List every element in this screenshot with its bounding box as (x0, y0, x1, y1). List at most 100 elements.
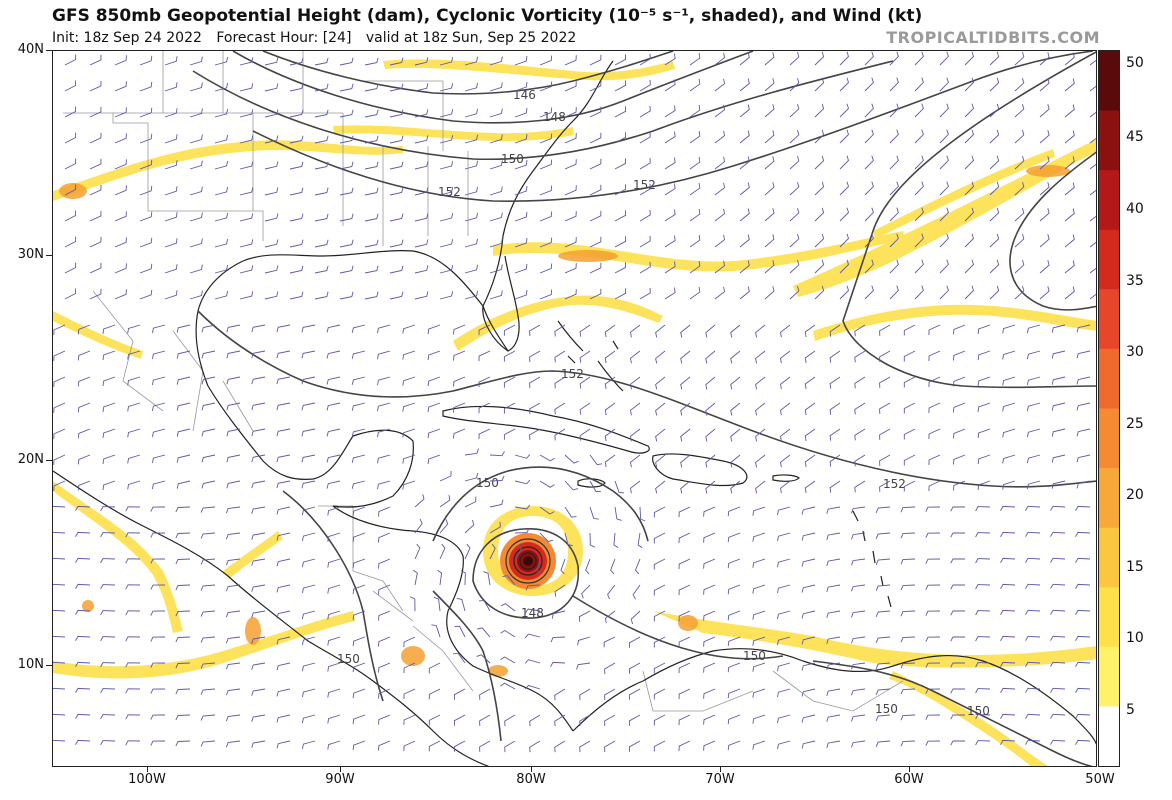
wind-barb (604, 662, 616, 675)
wind-barb (504, 740, 516, 753)
wind-barb (125, 558, 141, 564)
wind-barb (489, 212, 503, 222)
wind-barb (939, 285, 949, 300)
wind-barb (226, 402, 241, 411)
wind-barb (151, 428, 166, 438)
wind-barb (89, 106, 102, 118)
wind-barb (389, 187, 404, 196)
wind-barb (950, 636, 966, 642)
wind-barb (875, 740, 891, 747)
wind-barb (125, 610, 141, 616)
wind-barb (1000, 609, 1016, 616)
wind-barb (175, 714, 191, 721)
wind-barb (1002, 765, 1005, 766)
wind-barb (950, 714, 966, 720)
wind-barb (503, 324, 516, 336)
wind-barb (503, 428, 516, 440)
wind-barb (53, 583, 66, 586)
wind-barb (125, 688, 141, 694)
coast-hispaniola (652, 453, 748, 487)
wind-barb (251, 402, 266, 411)
wind-barb (879, 480, 891, 492)
wind-barb (464, 519, 475, 534)
wind-barb (1025, 583, 1041, 589)
wind-barb (214, 212, 229, 222)
wind-barb (814, 155, 825, 170)
wind-barb (276, 324, 291, 333)
wind-barb (589, 184, 602, 196)
wind-barb (200, 740, 216, 747)
wind-barb (864, 77, 874, 92)
wind-barb (780, 428, 791, 442)
wind-barb (864, 233, 874, 248)
wind-barb (150, 688, 166, 694)
wind-barb (614, 480, 625, 494)
wind-barb (53, 635, 66, 638)
wind-barb (714, 104, 725, 118)
wind-barb (739, 52, 750, 66)
wind-barb (925, 688, 941, 694)
wind-barb (589, 80, 602, 92)
wind-barb (327, 584, 341, 594)
wind-barb (714, 260, 725, 274)
wind-barb (777, 688, 791, 698)
border-mexico-inner (92, 290, 254, 432)
wind-barb (175, 532, 191, 539)
wind-barb (1025, 661, 1041, 667)
wind-barb (175, 740, 191, 747)
wind-barb (564, 532, 573, 547)
wind-barb (1052, 765, 1056, 766)
wind-barb (514, 479, 531, 485)
wind-barb (1026, 402, 1041, 412)
wind-barb (950, 740, 966, 746)
wind-barb (439, 265, 454, 274)
wind-barb (1051, 454, 1066, 463)
wind-barb (1075, 687, 1091, 693)
wind-barb (453, 376, 466, 387)
wind-barb (727, 636, 741, 647)
wind-barb (89, 210, 102, 222)
wind-barb (1051, 350, 1066, 359)
wind-barb (433, 596, 441, 612)
wind-barb (301, 428, 316, 437)
wind-barb (514, 544, 522, 560)
wind-barb (829, 454, 841, 467)
wind-barb (777, 506, 791, 516)
colorbar-label-40: 40 (1126, 201, 1144, 217)
wind-barb (639, 261, 651, 274)
wind-barb (414, 518, 423, 534)
wind-barb (914, 181, 924, 196)
wind-barb (780, 376, 791, 390)
wind-barb (226, 428, 241, 437)
wind-barb (607, 584, 616, 600)
tick (147, 767, 148, 772)
wind-barb (164, 238, 178, 248)
wind-barb (814, 51, 825, 66)
contour-150-ca (282, 490, 384, 702)
wind-barb (289, 161, 304, 170)
wind-barb (1002, 350, 1016, 360)
wind-barb (251, 428, 266, 437)
wind-barb (977, 350, 991, 361)
lon-label-100w: 100W (128, 772, 166, 787)
wind-barb (289, 291, 304, 300)
wind-barb (875, 506, 891, 513)
wind-barb (102, 324, 116, 334)
wind-barb (301, 402, 316, 411)
wind-barb (114, 263, 127, 274)
wind-barb (780, 480, 791, 494)
wind-barb (1000, 583, 1016, 590)
wind-barb (427, 350, 441, 361)
wind-barb (414, 57, 429, 66)
wind-barb (352, 584, 366, 595)
wind-barb (1050, 583, 1066, 589)
wind-barb (64, 54, 77, 66)
wind-barb (925, 610, 941, 616)
wind-barb (301, 558, 316, 568)
wind-barb (1075, 661, 1091, 667)
wind-barb (1051, 480, 1066, 489)
vort-band-florida (453, 295, 663, 351)
wind-barb (464, 290, 478, 300)
wind-barb (364, 265, 379, 274)
wind-barb (632, 584, 641, 600)
